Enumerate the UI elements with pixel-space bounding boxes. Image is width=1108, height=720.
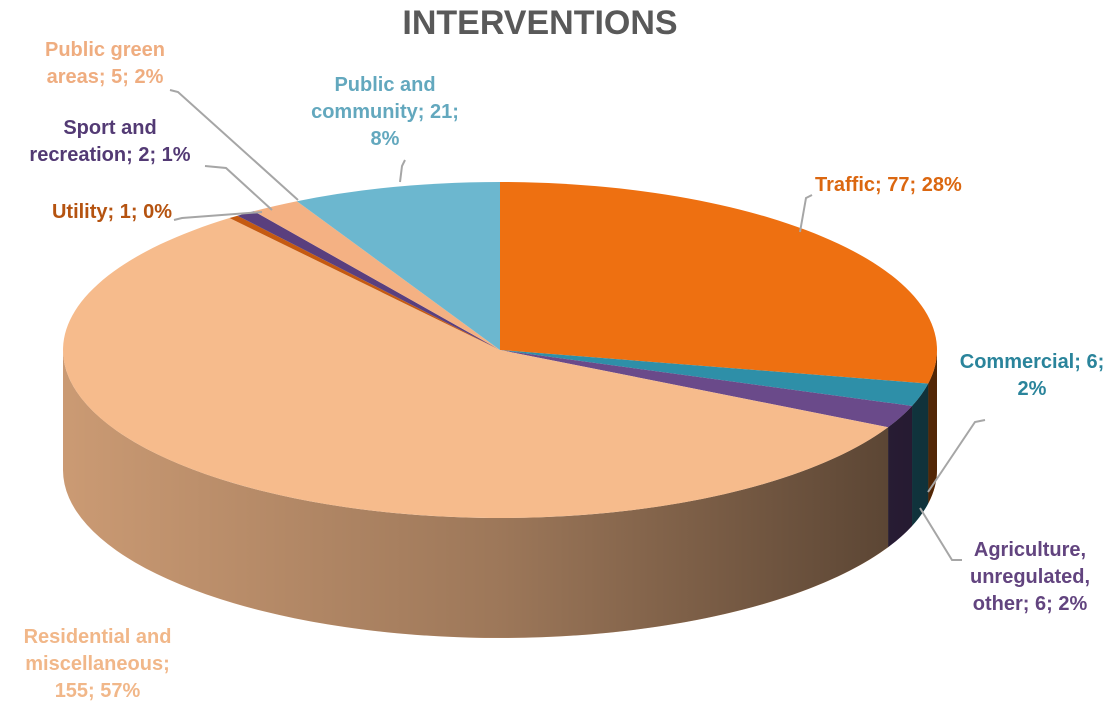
leader-lines <box>169 89 986 561</box>
data-label: Agriculture, unregulated, other; 6; 2% <box>969 539 1090 615</box>
slice <box>63 218 889 518</box>
side-shade <box>63 350 937 638</box>
leader-line <box>399 159 406 183</box>
leader-line <box>799 194 813 233</box>
leader-line <box>927 419 986 493</box>
data-label: Utility; 1; 0% <box>51 201 172 223</box>
leader-line <box>169 89 299 201</box>
slice <box>296 182 500 350</box>
slice <box>237 211 501 350</box>
data-label: Commercial; 6; 2% <box>959 351 1105 400</box>
chart-title: INTERVENTIONS <box>402 4 678 42</box>
leader-line <box>173 211 263 221</box>
leader-line <box>204 165 273 211</box>
leader-line <box>919 507 962 561</box>
data-label: Public and community; 21; 8% <box>311 74 459 150</box>
data-label: Sport and recreation; 2; 1% <box>29 117 191 166</box>
data-label: Traffic; 77; 28% <box>815 174 962 196</box>
data-label: Residential and miscellaneous; 155; 57% <box>23 626 172 702</box>
slice <box>500 350 929 406</box>
slice <box>253 201 500 350</box>
data-label: Public green areas; 5; 2% <box>44 39 166 88</box>
slice <box>500 350 913 428</box>
slice <box>229 215 500 350</box>
slice <box>500 182 937 384</box>
